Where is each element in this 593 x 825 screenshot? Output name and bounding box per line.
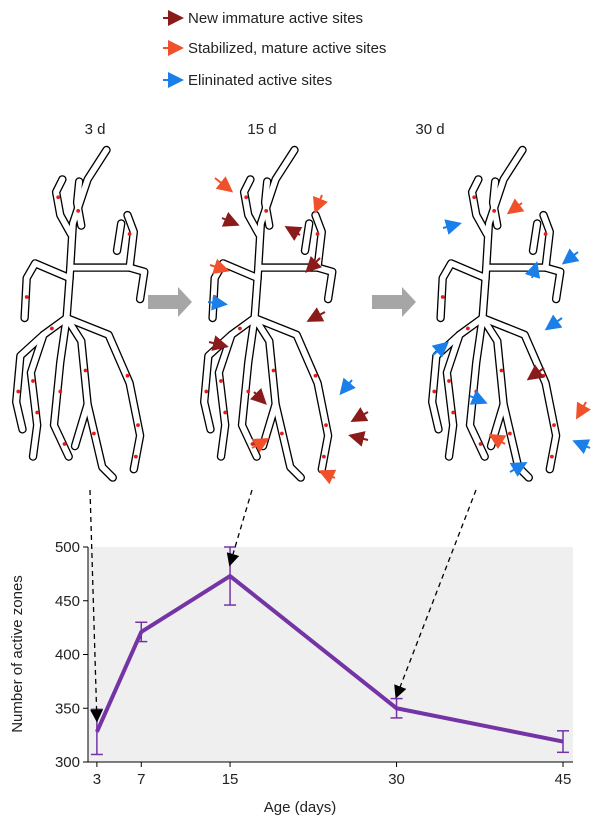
panel-label: 30 d xyxy=(415,121,444,138)
legend-label: Elininated active sites xyxy=(188,72,332,89)
y-tick-label: 500 xyxy=(55,539,80,556)
x-tick-label: 45 xyxy=(555,771,572,788)
x-tick-label: 15 xyxy=(222,771,239,788)
x-tick-label: 30 xyxy=(388,771,405,788)
y-tick-label: 450 xyxy=(55,593,80,610)
legend-label: Stabilized, mature active sites xyxy=(188,40,386,57)
figure: New immature active sites Stabilized, ma… xyxy=(0,0,593,820)
y-axis-label: Number of active zones xyxy=(9,575,26,733)
y-tick-label: 400 xyxy=(55,647,80,664)
block-arrow xyxy=(148,287,192,317)
panel-label: 15 d xyxy=(247,121,276,138)
legend: New immature active sites Stabilized, ma… xyxy=(163,10,386,89)
neurons xyxy=(16,150,560,478)
block-arrow xyxy=(372,287,416,317)
panel-label: 3 d xyxy=(85,121,106,138)
x-axis-label: Age (days) xyxy=(264,799,337,816)
x-tick-label: 3 xyxy=(93,771,101,788)
y-tick-label: 350 xyxy=(55,700,80,717)
line-chart: 300 350 400 450 500 3 7 15 30 45 xyxy=(55,490,573,788)
y-tick-label: 300 xyxy=(55,754,80,771)
x-tick-label: 7 xyxy=(137,771,145,788)
legend-label: New immature active sites xyxy=(188,10,363,27)
